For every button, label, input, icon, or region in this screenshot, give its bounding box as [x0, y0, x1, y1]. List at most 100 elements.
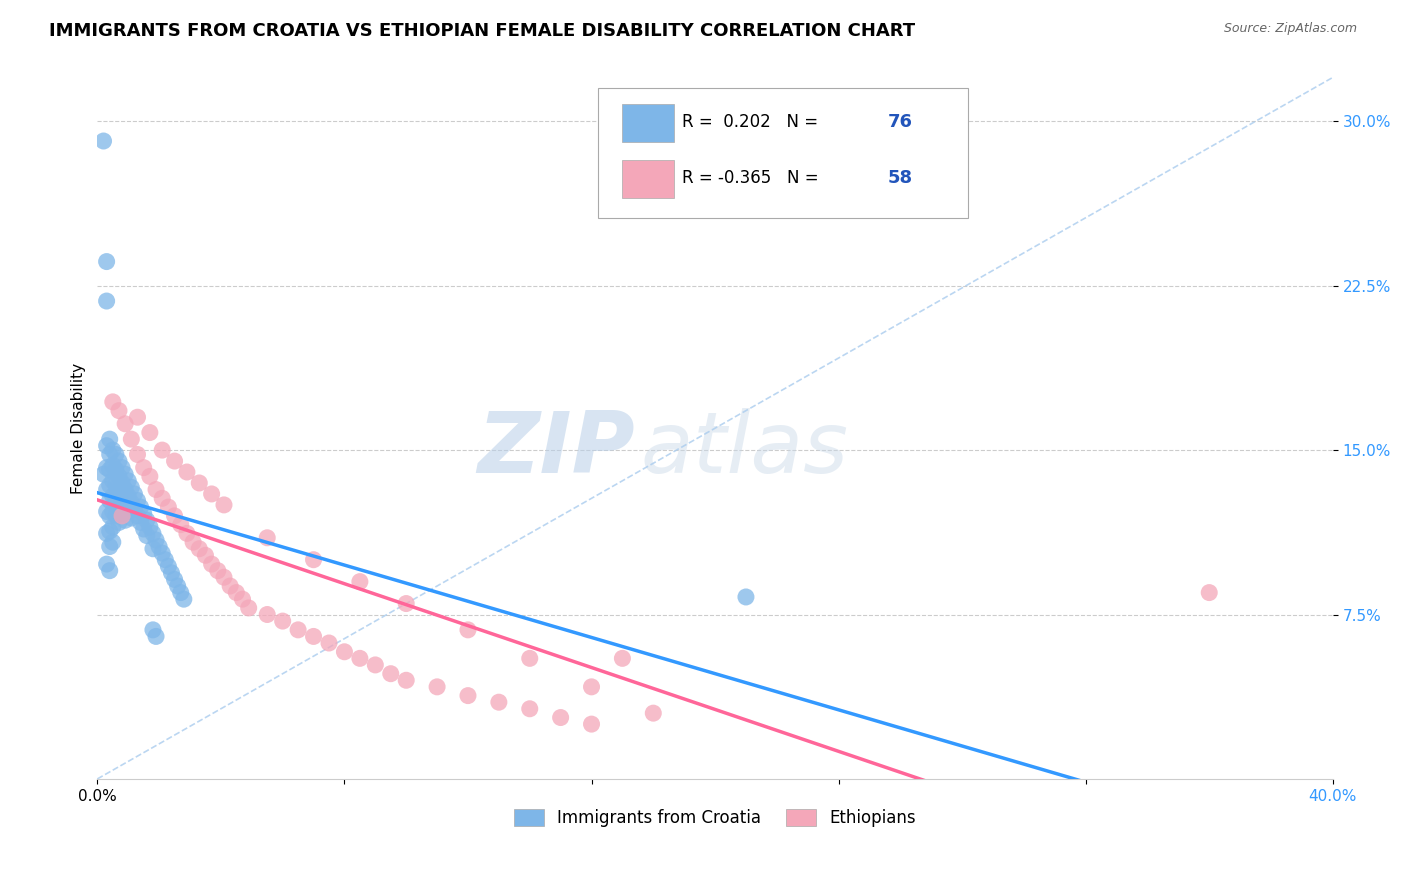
Point [457, 689, 479, 703]
Point [104, 508, 127, 523]
Point [96, 293, 118, 308]
Point [98, 463, 121, 477]
Point [108, 403, 131, 417]
Y-axis label: Female Disability: Female Disability [72, 363, 86, 494]
Point [157, 559, 180, 574]
Point [96, 439, 118, 453]
Point [581, 717, 603, 731]
Point [188, 475, 211, 490]
Point [145, 629, 167, 643]
Point [188, 541, 211, 556]
Point [111, 491, 134, 506]
Point [93, 467, 115, 482]
Point [170, 517, 193, 532]
Point [104, 463, 127, 477]
Point [166, 579, 188, 593]
Point [117, 504, 139, 518]
Point [108, 469, 131, 483]
Point [163, 454, 186, 468]
Point [129, 516, 152, 530]
Text: IMMIGRANTS FROM CROATIA VS ETHIOPIAN FEMALE DISABILITY CORRELATION CHART: IMMIGRANTS FROM CROATIA VS ETHIOPIAN FEM… [49, 22, 915, 40]
Point [96, 504, 118, 518]
Point [163, 508, 186, 523]
Point [201, 487, 224, 501]
Point [108, 516, 131, 530]
Point [108, 484, 131, 499]
Point [145, 483, 167, 497]
Point [145, 533, 167, 547]
Point [104, 493, 127, 508]
Point [108, 454, 131, 468]
Legend: Immigrants from Croatia, Ethiopians: Immigrants from Croatia, Ethiopians [508, 802, 922, 834]
Point [132, 460, 155, 475]
Point [96, 460, 118, 475]
Text: atlas: atlas [641, 408, 849, 491]
Point [129, 500, 152, 514]
Point [519, 651, 541, 665]
Point [101, 489, 124, 503]
Point [139, 425, 162, 440]
Point [302, 629, 325, 643]
FancyBboxPatch shape [598, 88, 969, 218]
Point [170, 585, 193, 599]
Point [124, 487, 146, 501]
Point [426, 680, 449, 694]
Point [163, 573, 186, 587]
Point [98, 432, 121, 446]
Point [93, 134, 115, 148]
Point [96, 526, 118, 541]
Point [135, 528, 157, 542]
Point [207, 564, 229, 578]
FancyBboxPatch shape [623, 161, 675, 198]
Point [117, 489, 139, 503]
Point [127, 448, 149, 462]
Point [120, 496, 142, 510]
Point [98, 524, 121, 539]
Point [160, 566, 183, 580]
Point [176, 526, 198, 541]
Point [219, 579, 242, 593]
Point [98, 493, 121, 508]
Point [101, 443, 124, 458]
Point [120, 480, 142, 494]
Point [550, 710, 572, 724]
Point [380, 666, 402, 681]
Point [333, 645, 356, 659]
Text: R = -0.365   N =: R = -0.365 N = [682, 169, 824, 186]
Point [139, 520, 162, 534]
Point [349, 574, 371, 589]
Point [142, 623, 165, 637]
Point [111, 508, 134, 523]
Point [124, 502, 146, 516]
Point [212, 570, 235, 584]
Point [127, 410, 149, 425]
Point [318, 636, 340, 650]
Text: R =  0.202   N =: R = 0.202 N = [682, 112, 823, 130]
Point [735, 590, 758, 604]
Point [120, 432, 142, 446]
Point [238, 601, 260, 615]
Point [457, 623, 479, 637]
Point [150, 546, 173, 560]
Point [120, 511, 142, 525]
Text: ZIP: ZIP [477, 408, 634, 491]
Point [98, 508, 121, 523]
Point [519, 702, 541, 716]
Point [101, 395, 124, 409]
Point [488, 695, 510, 709]
Point [98, 478, 121, 492]
Point [256, 607, 278, 622]
Point [225, 585, 247, 599]
Point [135, 513, 157, 527]
Point [104, 478, 127, 492]
Point [176, 465, 198, 479]
Point [155, 552, 177, 566]
Point [101, 535, 124, 549]
Point [287, 623, 309, 637]
Point [127, 508, 149, 523]
Point [181, 535, 204, 549]
Point [256, 531, 278, 545]
Point [1198, 585, 1220, 599]
Point [114, 483, 136, 497]
Point [142, 526, 165, 541]
